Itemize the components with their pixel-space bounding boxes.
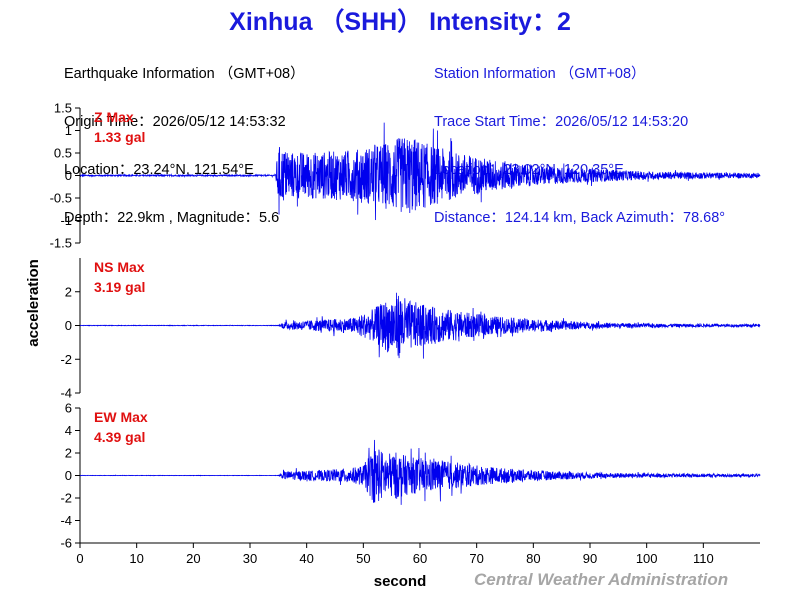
x-tick-label: 70 bbox=[469, 551, 483, 566]
y-tick-label: -2 bbox=[60, 491, 72, 506]
station-info-heading: Station Information （GMT+08） bbox=[434, 66, 646, 82]
panel-ns: -4 -2 0 2 NS Max 3.19 gal bbox=[60, 258, 761, 401]
origin-time: Origin Time：2026/05/12 14:53:32 bbox=[64, 114, 286, 130]
y-tick-label: 6 bbox=[65, 401, 72, 416]
x-axis-label: second bbox=[374, 573, 427, 590]
x-tick-label: 10 bbox=[129, 551, 143, 566]
component-label: EW Max bbox=[94, 409, 148, 425]
distance-azimuth: Distance：124.14 km, Back Azimuth：78.68° bbox=[434, 210, 726, 226]
y-axis-label: acceleration bbox=[25, 259, 42, 347]
y-tick-label: 0 bbox=[65, 468, 72, 483]
y-tick-label: 4 bbox=[65, 423, 72, 438]
earthquake-info: Earthquake Information （GMT+08） Origin T… bbox=[64, 34, 305, 242]
y-tick-label: -1.5 bbox=[50, 236, 72, 251]
y-tick-label: -2 bbox=[60, 352, 72, 367]
x-tick-label: 110 bbox=[693, 551, 714, 566]
y-tick-label: -4 bbox=[60, 513, 72, 528]
y-tick-label: 2 bbox=[65, 446, 72, 461]
earthquake-info-heading: Earthquake Information （GMT+08） bbox=[64, 66, 305, 82]
y-tick-label: -1 bbox=[60, 213, 72, 228]
trace-start-time: Trace Start Time：2026/05/12 14:53:20 bbox=[434, 114, 689, 130]
y-tick-label: 0.5 bbox=[54, 146, 72, 161]
max-value-label: 4.39 gal bbox=[94, 429, 145, 445]
y-tick-label: 0 bbox=[65, 168, 72, 183]
epicenter-location: Location：23.24°N, 121.54°E bbox=[64, 162, 254, 178]
page-title: Xinhua （SHH） Intensity：2 bbox=[229, 8, 571, 36]
max-value-label: 1.33 gal bbox=[94, 129, 145, 145]
x-tick-label: 40 bbox=[299, 551, 313, 566]
depth-magnitude: Depth：22.9km , Magnitude：5.6 bbox=[64, 210, 280, 226]
waveform-trace bbox=[79, 292, 761, 359]
y-tick-label: -6 bbox=[60, 536, 72, 551]
max-value-label: 3.19 gal bbox=[94, 279, 145, 295]
x-tick-label: 20 bbox=[186, 551, 200, 566]
waveform-trace bbox=[79, 439, 761, 505]
y-tick-label: 1 bbox=[65, 123, 72, 138]
x-tick-label: 60 bbox=[413, 551, 427, 566]
panel-z: -1.5 -1 -0.5 0 0.5 1 1.5 Z Max 1.33 gal bbox=[50, 101, 761, 251]
y-tick-label: -4 bbox=[60, 386, 72, 401]
y-tick-label: -0.5 bbox=[50, 191, 72, 206]
y-tick-label: 2 bbox=[65, 284, 72, 299]
x-tick-label: 30 bbox=[243, 551, 257, 566]
x-tick-label: 80 bbox=[526, 551, 540, 566]
x-tick-label: 100 bbox=[636, 551, 658, 566]
x-tick-label: 0 bbox=[76, 551, 83, 566]
component-label: Z Max bbox=[94, 109, 134, 125]
x-tick-label: 50 bbox=[356, 551, 370, 566]
y-tick-label: 1.5 bbox=[54, 101, 72, 116]
station-info: Station Information （GMT+08） Trace Start… bbox=[434, 34, 725, 242]
component-label: NS Max bbox=[94, 259, 145, 275]
waveform-trace bbox=[79, 122, 761, 221]
panel-ew: -6 -4 -2 0 2 4 6 EW Max 4.39 gal bbox=[60, 401, 761, 551]
y-tick-label: 0 bbox=[65, 318, 72, 333]
credit-text: Central Weather Administration bbox=[474, 570, 729, 589]
x-tick-label: 90 bbox=[583, 551, 597, 566]
